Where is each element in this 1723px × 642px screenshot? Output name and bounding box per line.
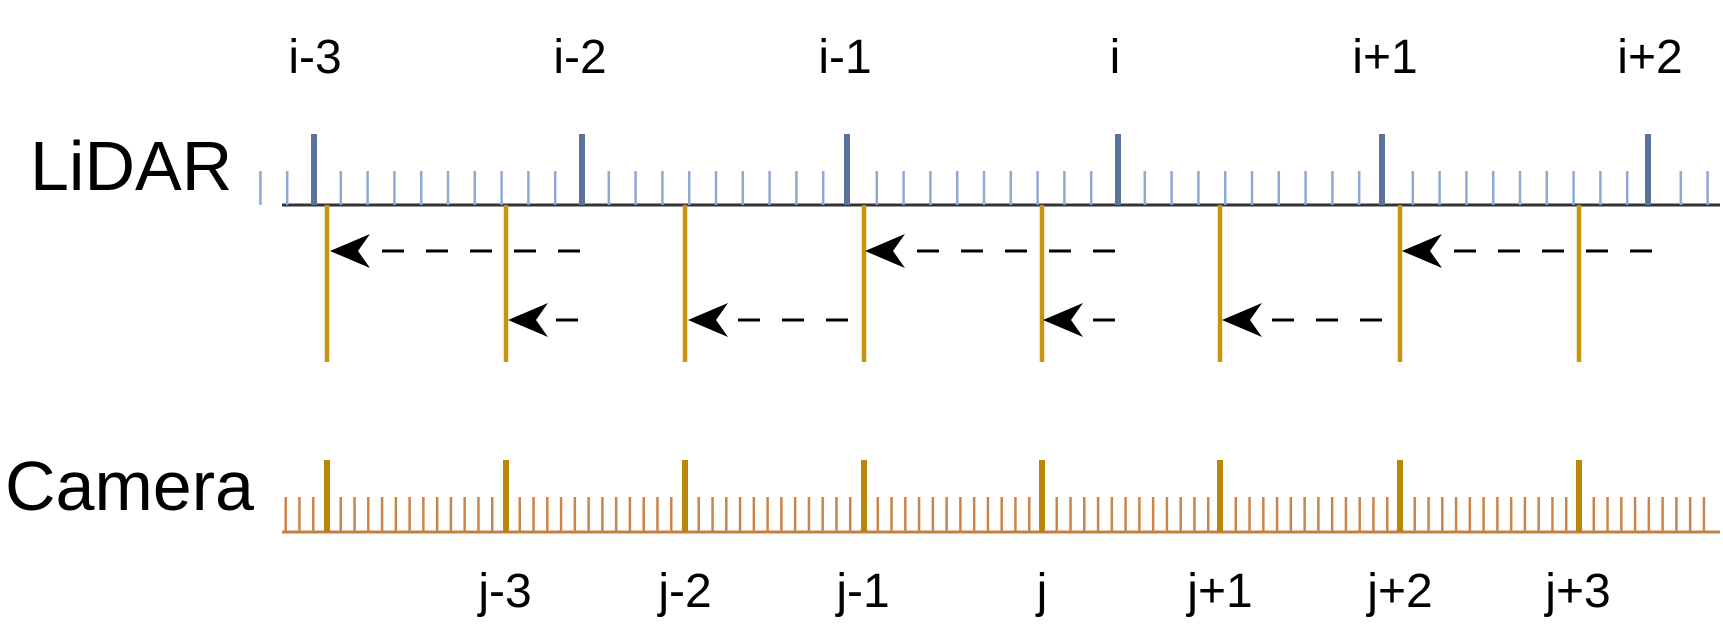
camera-frame-label: j+3	[1543, 565, 1610, 618]
lidar-timeline	[259, 134, 1720, 207]
sync-arrows	[330, 234, 1652, 337]
arrow-head	[688, 303, 728, 337]
arrow-head	[1043, 303, 1083, 337]
camera-frame-label: j-2	[656, 565, 711, 618]
sync-lines	[324, 205, 1582, 362]
arrow-head	[1222, 303, 1262, 337]
lidar-frame-label: i	[1110, 31, 1121, 84]
lidar-frame-label: i-2	[553, 31, 606, 84]
lidar-frame-label: i-1	[818, 31, 871, 84]
arrow-head	[1402, 234, 1442, 268]
camera-frame-label: j+2	[1365, 565, 1432, 618]
camera-frame-label: j	[1035, 565, 1048, 618]
lidar-frame-label: i-3	[288, 31, 341, 84]
arrow-head	[865, 234, 905, 268]
arrow-head	[330, 234, 370, 268]
lidar-row-label: LiDAR	[30, 127, 232, 205]
camera-row-label: Camera	[5, 447, 254, 525]
camera-frame-label: j-3	[476, 565, 531, 618]
arrow-head	[508, 303, 548, 337]
lidar-frame-label: i+2	[1617, 31, 1682, 84]
camera-frame-label: j+1	[1185, 565, 1252, 618]
lidar-frame-label: i+1	[1352, 31, 1417, 84]
camera-frame-label: j-1	[834, 565, 889, 618]
camera-timeline	[282, 460, 1720, 534]
